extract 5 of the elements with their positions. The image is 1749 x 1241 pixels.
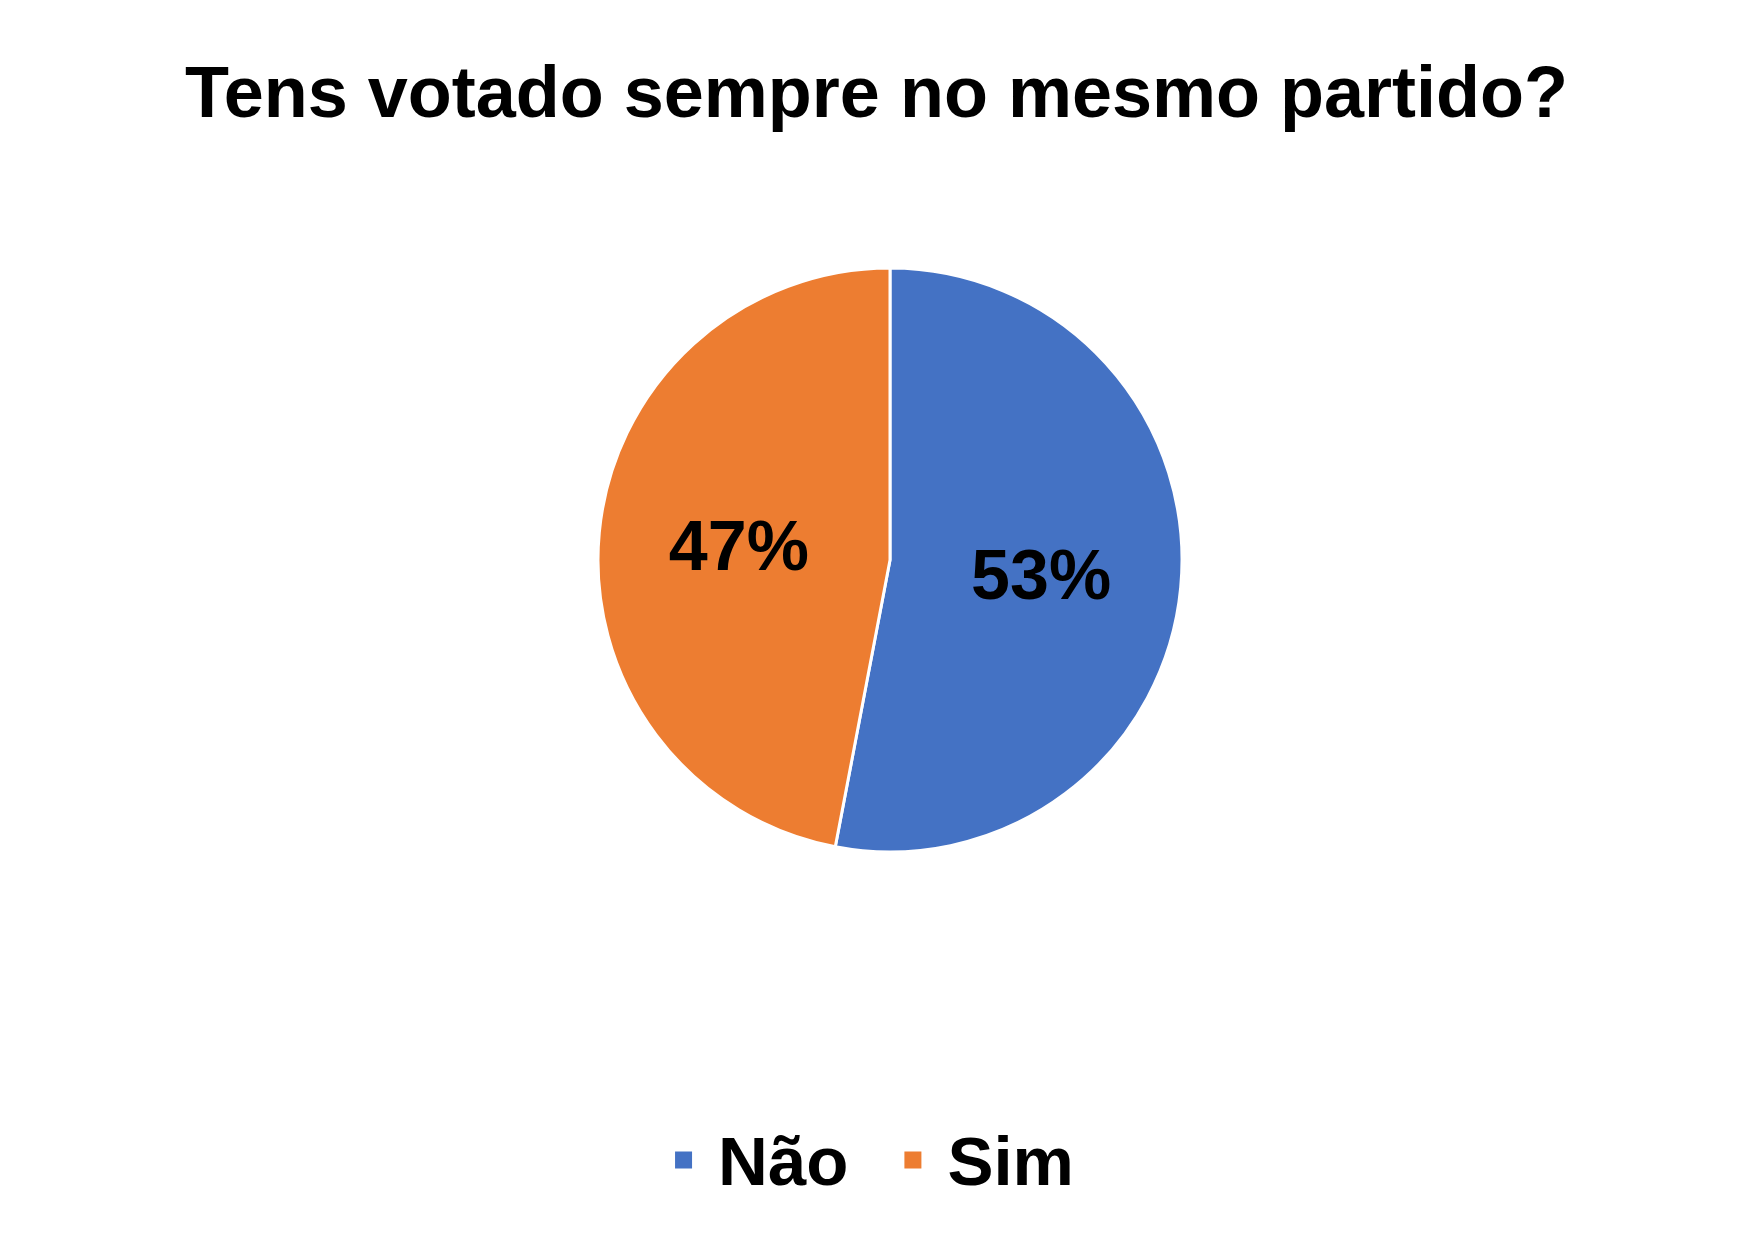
data-label: 47%: [668, 507, 809, 586]
legend-label: Sim: [947, 1122, 1074, 1200]
data-label: 53%: [971, 535, 1112, 614]
legend-label: Não: [718, 1122, 849, 1200]
chart-title: Tens votado sempre no mesmo partido?: [185, 52, 1568, 132]
